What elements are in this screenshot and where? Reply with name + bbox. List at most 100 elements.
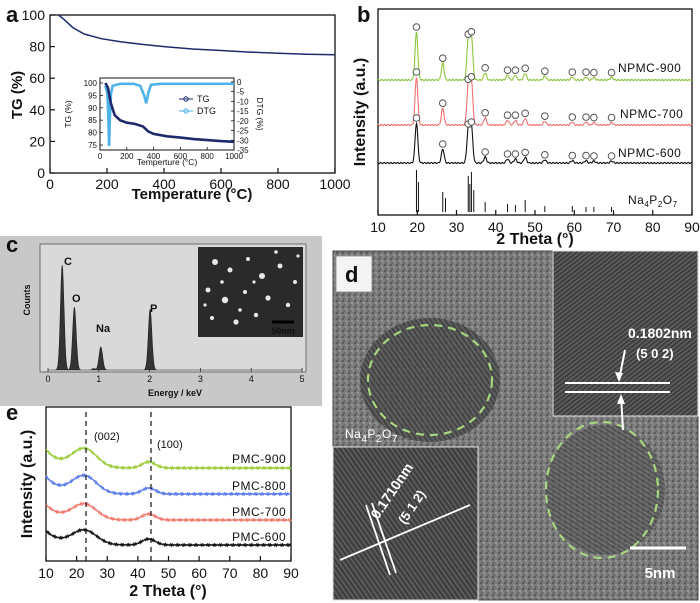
xrd-peak-marker [521, 64, 529, 73]
peak-label-o: O [72, 293, 81, 305]
panel-b-curves [377, 31, 693, 165]
nanoparticle [203, 303, 207, 307]
panel-b-xtick-label: 70 [606, 219, 622, 235]
zoom-inset-2-image [332, 446, 479, 601]
inset-right-tick-label: -35 [237, 146, 249, 155]
panel-c-ylabel: Counts [22, 285, 32, 316]
panel-a-ytick-label: 100 [22, 7, 46, 23]
series-label-pmc600: PMC-600 [232, 530, 286, 544]
inset-ylabel-right: DTG (%) [255, 97, 265, 131]
inset-left-tick-label: 95 [88, 91, 97, 100]
nanoparticle [243, 290, 247, 294]
panel-c-label: c [6, 232, 18, 257]
panel-e-xtick-label: 60 [191, 565, 207, 581]
panel-e-xtick-label: 40 [130, 565, 146, 581]
xrd-curve-npmc-600 [377, 121, 693, 165]
panel-b: b 10 20 30 40 50 60 70 80 90 2 Theta (°) Intensi… [352, 2, 700, 248]
panel-d-label-box [335, 255, 373, 293]
inset-x-tick-label: 600 [174, 152, 188, 161]
panel-a-xtick-label: 200 [95, 176, 119, 192]
xrd-peak-marker [503, 150, 512, 158]
xrd-peak-marker [590, 113, 598, 122]
panel-a-ytick-label: 20 [29, 133, 45, 149]
xrd-peak-marker [467, 118, 476, 126]
panel-a-yticks: 0 20 40 60 80 100 [22, 7, 55, 181]
nanoparticle [253, 312, 259, 318]
inset-ylabel-left: TG (%) [63, 100, 73, 128]
xrd-peak-marker [438, 140, 447, 148]
inset-x-tick-label: 400 [147, 152, 161, 161]
series-label-npmc600: NPMC-600 [618, 146, 681, 160]
nanoparticle [210, 316, 214, 320]
panel-e-ylabel: Intensity (a.u.) [19, 430, 36, 538]
panel-a-xtick-label: 400 [152, 176, 176, 192]
panel-b-xtick-label: 60 [566, 219, 582, 235]
xrd-peak-marker [521, 148, 529, 157]
hrtem-zoom-inset-2: 0.1710nm (5 1 2) [332, 446, 479, 601]
panel-b-xtick-label: 90 [684, 219, 700, 235]
panel-a-frame [49, 14, 336, 174]
panel-e-xtick-label: 50 [161, 565, 177, 581]
series-label-pmc800: PMC-800 [232, 479, 286, 493]
panel-e-xtick-label: 70 [222, 565, 238, 581]
panel-c-xtick-label: 2 [147, 374, 152, 384]
xrd-curve-pmc-700 [45, 501, 292, 523]
panel-e-xtick-label: 80 [253, 565, 269, 581]
zoom-inset-1-image [552, 250, 699, 417]
xrd-peak-marker [607, 152, 616, 160]
panel-e: e 10 20 30 40 50 60 70 80 90 2 Theta (°) Intensi… [6, 400, 299, 600]
nanoparticle [296, 254, 300, 258]
inset-left-tick-label: 75 [88, 141, 97, 150]
peak-label-c: C [64, 256, 72, 268]
inset-tg-curve [104, 82, 235, 144]
xrd-peak-marker [568, 68, 577, 76]
legend-tg-label: TG [197, 94, 210, 104]
panel-b-xtick-label: 20 [409, 219, 425, 235]
nanoparticle [265, 295, 271, 301]
inset-right-tick-label: 0 [237, 78, 242, 87]
fringe-arrowhead-1-top [615, 372, 623, 382]
nanoparticle [252, 280, 256, 284]
inset-frame [99, 77, 235, 151]
panel-c-xtick-label: 1 [96, 374, 101, 384]
panel-c-xtick-label: 3 [198, 374, 203, 384]
nanoparticle [212, 259, 218, 265]
panel-a-label: a [6, 2, 19, 27]
panel-a-ytick-label: 60 [29, 70, 45, 86]
peak-label-na: Na [96, 323, 111, 335]
panel-e-xticks: 10 20 30 40 50 60 70 80 90 [38, 556, 299, 581]
hrtem-zoom-inset-1: 0.1802nm (5 0 2) [552, 250, 699, 431]
inset-right-tick-label: -25 [237, 127, 249, 136]
xrd-peak-marker [568, 113, 577, 121]
panel-a-ytick-label: 0 [37, 165, 45, 181]
nanoparticle [274, 250, 278, 254]
inset-right-ticks: 0-5-10-15-20-25-30-35 [231, 78, 249, 155]
nanoparticle [221, 296, 229, 304]
inset-legend: TG DTG [179, 94, 216, 116]
inset-left-tick-label: 85 [88, 116, 97, 125]
panel-b-ylabel: Intensity (a.u.) [352, 58, 369, 166]
panel-d-label: d [345, 262, 358, 287]
panel-a-xtick-label: 800 [266, 176, 290, 192]
xrd-peak-marker [467, 73, 476, 81]
legend-dtg-label: DTG [197, 106, 216, 116]
panel-a-ylabel: TG (%) [9, 71, 26, 119]
inset-left-ticks: 75 80 85 90 95 100 [84, 79, 103, 150]
nanoparticle [246, 257, 250, 261]
xrd-peak-marker [607, 113, 616, 122]
inset-right-tick-label: -15 [237, 107, 249, 116]
xrd-peak-marker [541, 151, 549, 159]
panel-e-xtick-label: 20 [69, 565, 85, 581]
inset-x-tick-label: 0 [98, 152, 103, 161]
inset-right-tick-label: -5 [237, 88, 245, 97]
inset-left-tick-label: 100 [84, 79, 98, 88]
nanoparticle [293, 280, 297, 284]
panel-a-xticks: 0 200 400 600 800 1000 [46, 168, 351, 192]
xrd-peak-marker [582, 151, 590, 160]
xrd-peak-marker [412, 68, 421, 76]
nanoparticle [238, 308, 242, 312]
xrd-peak-marker [582, 68, 590, 76]
panel-e-xtick-label: 90 [283, 565, 299, 581]
xrd-peak-marker [481, 109, 489, 117]
